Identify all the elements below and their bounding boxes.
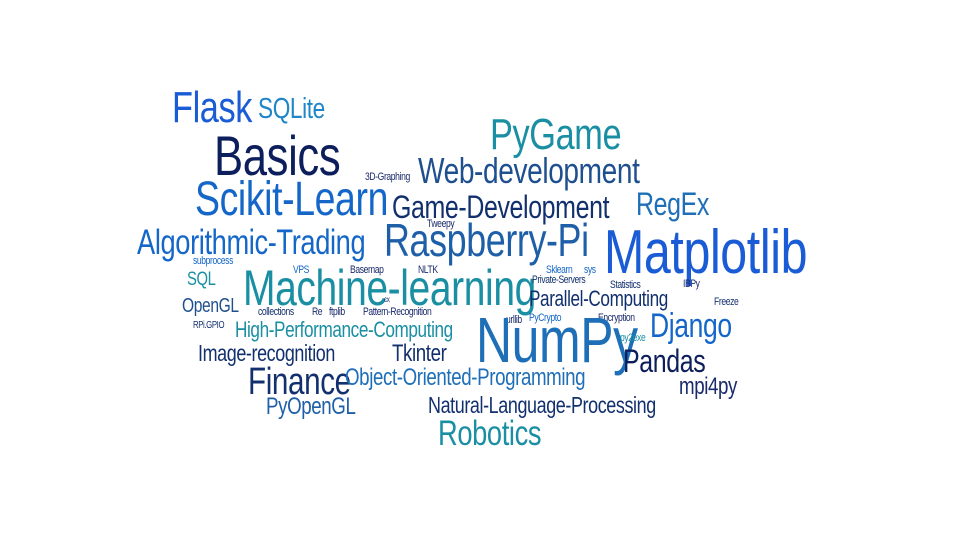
word-web-development: Web-development xyxy=(418,153,640,189)
word-pyopengl: PyOpenGL xyxy=(266,395,355,419)
word-scikit-learn: Scikit-Learn xyxy=(195,176,388,224)
word-tkinter: Tkinter xyxy=(392,342,446,366)
word-sys: sys xyxy=(584,265,596,276)
word-django: Django xyxy=(650,309,732,343)
word-subprocess: subprocess xyxy=(193,256,233,267)
word-private-servers: Private-Servers xyxy=(532,275,585,286)
word-opengl: OpenGL xyxy=(182,296,239,316)
word-sqlite: SQLite xyxy=(258,95,325,124)
word-rpi-gpio: RPi.GPIO xyxy=(193,321,224,331)
word-cx: cx xyxy=(384,296,389,304)
word-sql: SQL xyxy=(187,270,215,289)
word-ibpy: IBPy xyxy=(683,279,700,290)
word-robotics: Robotics xyxy=(438,416,541,451)
word-numpy: NumPy xyxy=(476,308,638,372)
word-raspberry-pi: Raspberry-Pi xyxy=(384,217,589,263)
word-regex: RegEx xyxy=(636,188,709,220)
word-algorithmic-trading: Algorithmic-Trading xyxy=(137,225,365,260)
word-matplotlib: Matplotlib xyxy=(604,222,807,284)
word-high-performance-computing: High-Performance-Computing xyxy=(235,319,453,341)
word-object-oriented-programming: Object-Oriented-Programming xyxy=(345,366,585,390)
word-mpi4py: mpi4py xyxy=(679,375,737,399)
